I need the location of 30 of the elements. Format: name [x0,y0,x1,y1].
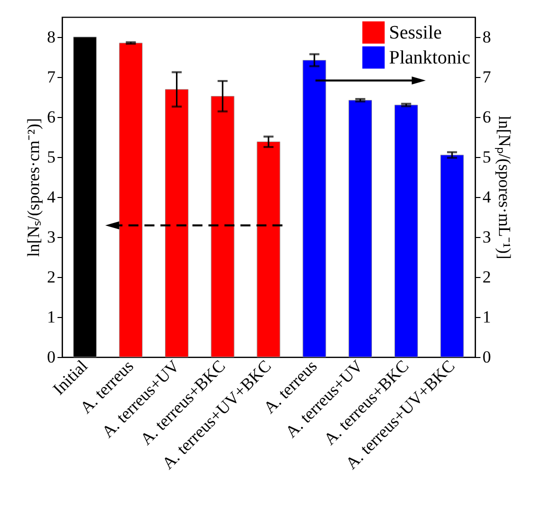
legend-label: Planktonic [389,48,470,68]
y2-axis-title: ln[Nₚ/(spores·mL⁻¹)] [494,116,514,260]
y-axis-title: ln[Nₛ/(spores·cm⁻²)] [24,118,43,257]
bar [302,60,326,358]
y2-tick-label: 3 [482,228,491,246]
y2-tick-label: 6 [482,108,491,126]
bar [165,89,188,358]
y-tick-label: 6 [47,108,56,126]
y2-tick-label: 4 [482,188,492,206]
y2-tick-label: 2 [482,268,491,286]
y2-tick-label: 7 [482,68,492,86]
bar [440,154,464,358]
y-tick-label: 1 [47,308,56,326]
bar [119,42,143,358]
y-tick-label: 0 [47,348,56,366]
y-tick-label: 5 [47,148,56,166]
bar [394,104,418,358]
y2-tick-label: 8 [482,28,491,46]
legend-label: Sessile [389,22,442,44]
y2-tick-label: 0 [482,348,491,366]
y2-tick-label: 5 [482,148,491,166]
bar [210,96,234,358]
bar [348,100,372,358]
y-tick-label: 2 [47,268,56,286]
y-tick-label: 7 [47,68,56,86]
y-tick-label: 3 [47,228,56,246]
y-tick-label: 8 [47,28,56,46]
y2-tick-label: 1 [482,308,491,326]
bar [256,142,280,358]
y-tick-label: 4 [47,188,56,206]
